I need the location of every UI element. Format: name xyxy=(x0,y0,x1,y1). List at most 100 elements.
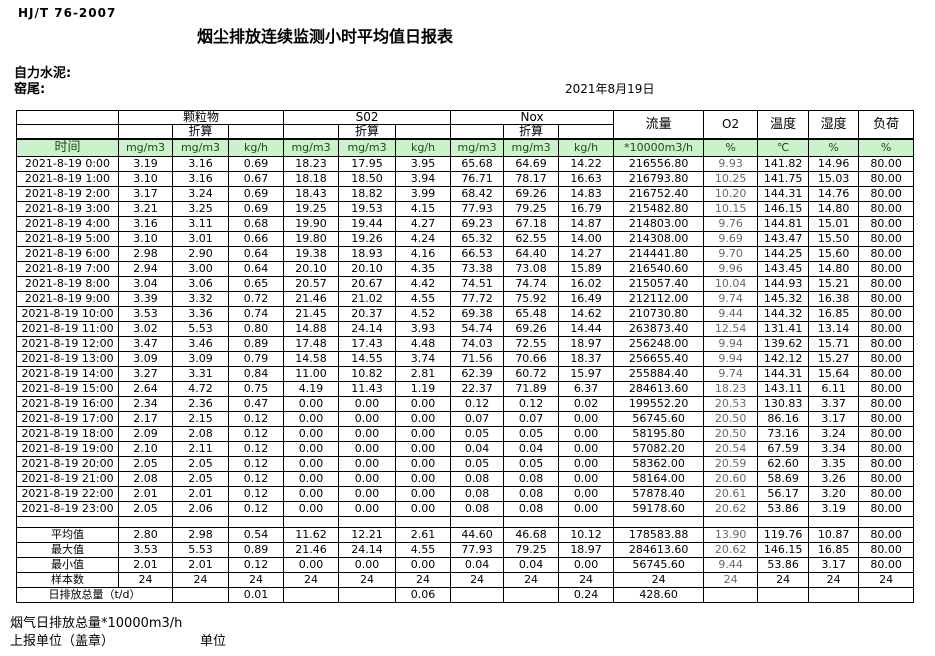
value-cell: 9.96 xyxy=(703,261,759,277)
value-cell: 0.12 xyxy=(227,501,285,517)
value-cell: 4.35 xyxy=(395,261,452,277)
header-flow: 流量 xyxy=(613,110,705,140)
empty-cell xyxy=(118,124,173,140)
time-cell: 2021-8-19 22:00 xyxy=(16,486,119,502)
empty-cell xyxy=(395,124,452,140)
value-cell: 14.27 xyxy=(558,246,615,262)
value-cell: 212112.00 xyxy=(613,291,705,307)
value-cell: 69.38 xyxy=(450,306,505,322)
value-cell: 215057.40 xyxy=(613,276,705,292)
value-cell: 0.65 xyxy=(227,276,285,292)
value-cell: 3.01 xyxy=(172,231,229,247)
value-cell: 2.15 xyxy=(172,411,229,427)
value-cell: 216793.80 xyxy=(613,171,705,187)
value-cell: 3.10 xyxy=(118,171,173,187)
table-row: 2021-8-19 5:00 3.10 3.01 0.66 19.80 19.26 4.24… xyxy=(16,231,915,247)
value-cell: 0.47 xyxy=(227,396,285,412)
value-cell: 15.64 xyxy=(808,366,860,382)
summary-value-cell: 24.14 xyxy=(338,542,397,558)
summary-value-cell: 24 xyxy=(703,572,759,588)
value-cell: 56745.60 xyxy=(613,411,705,427)
daily-total-value-cell xyxy=(283,587,340,603)
summary-value-cell: 24 xyxy=(395,572,452,588)
summary-value-cell: 119.76 xyxy=(757,527,810,543)
value-cell: 20.10 xyxy=(338,261,397,277)
value-cell: 15.71 xyxy=(808,336,860,352)
value-cell: 3.47 xyxy=(118,336,173,352)
unit-cell: % xyxy=(858,138,915,157)
empty-cell xyxy=(558,516,615,528)
summary-value-cell: 146.15 xyxy=(757,542,810,558)
value-cell: 0.08 xyxy=(450,486,505,502)
value-cell: 80.00 xyxy=(858,471,915,487)
summary-value-cell: 79.25 xyxy=(503,542,560,558)
value-cell: 4.55 xyxy=(395,291,452,307)
daily-total-value-cell: 428.60 xyxy=(613,587,705,603)
value-cell: 0.69 xyxy=(227,186,285,202)
table-row: 2021-8-19 3:00 3.21 3.25 0.69 19.25 19.53 4.15… xyxy=(16,201,915,217)
value-cell: 0.00 xyxy=(395,411,452,427)
value-cell: 57878.40 xyxy=(613,486,705,502)
value-cell: 0.12 xyxy=(227,486,285,502)
time-cell: 2021-8-19 23:00 xyxy=(16,501,119,517)
standard-code: HJ/T 76-2007 xyxy=(18,6,117,20)
table-row: 2021-8-19 8:00 3.04 3.06 0.65 20.57 20.67 4.42… xyxy=(16,276,915,292)
value-cell: 0.05 xyxy=(503,426,560,442)
value-cell: 9.44 xyxy=(703,306,759,322)
value-cell: 10.25 xyxy=(703,171,759,187)
table-row: 2021-8-19 6:00 2.98 2.90 0.64 19.38 18.93 4.16… xyxy=(16,246,915,262)
empty-cell xyxy=(172,516,229,528)
value-cell: 14.22 xyxy=(558,156,615,172)
value-cell: 3.26 xyxy=(808,471,860,487)
value-cell: 14.76 xyxy=(808,186,860,202)
value-cell: 80.00 xyxy=(858,306,915,322)
value-cell: 15.89 xyxy=(558,261,615,277)
value-cell: 2.90 xyxy=(172,246,229,262)
value-cell: 19.90 xyxy=(283,216,340,232)
value-cell: 0.00 xyxy=(395,486,452,502)
value-cell: 144.93 xyxy=(757,276,810,292)
value-cell: 0.08 xyxy=(503,501,560,517)
table-row: 2021-8-19 20:00 2.05 2.05 0.12 0.00 0.00 0.00 0… xyxy=(16,456,915,472)
report-date: 2021年8月19日 xyxy=(565,82,655,96)
value-cell: 3.11 xyxy=(172,216,229,232)
value-cell: 74.51 xyxy=(450,276,505,292)
empty-cell xyxy=(16,516,119,528)
unit-cell: ℃ xyxy=(757,138,810,157)
value-cell: 144.31 xyxy=(757,186,810,202)
value-cell: 14.44 xyxy=(558,321,615,337)
value-cell: 0.74 xyxy=(227,306,285,322)
summary-value-cell: 24 xyxy=(503,572,560,588)
value-cell: 256655.40 xyxy=(613,351,705,367)
value-cell: 143.11 xyxy=(757,381,810,397)
value-cell: 143.45 xyxy=(757,261,810,277)
summary-value-cell: 0.00 xyxy=(283,557,340,573)
summary-value-cell: 2.98 xyxy=(172,527,229,543)
value-cell: 0.00 xyxy=(338,501,397,517)
value-cell: 16.85 xyxy=(808,306,860,322)
value-cell: 16.79 xyxy=(558,201,615,217)
value-cell: 80.00 xyxy=(858,426,915,442)
empty-cell xyxy=(808,516,860,528)
value-cell: 14.96 xyxy=(808,156,860,172)
value-cell: 284613.60 xyxy=(613,381,705,397)
time-cell: 2021-8-19 12:00 xyxy=(16,336,119,352)
daily-total-value-cell: 0.01 xyxy=(227,587,285,603)
time-cell: 2021-8-19 1:00 xyxy=(16,171,119,187)
value-cell: 14.83 xyxy=(558,186,615,202)
table-row: 2021-8-19 9:00 3.39 3.32 0.72 21.46 21.02 4.55… xyxy=(16,291,915,307)
value-cell: 2.09 xyxy=(118,426,173,442)
summary-row: 最小值 2.01 2.01 0.12 0.00 0.00 0.00 0.04 0.04 0.00 5… xyxy=(16,557,915,573)
empty-cell xyxy=(558,124,615,140)
header-row-units: 时间 mg/m3 mg/m3 kg/h mg/m3 mg/m3 kg/h mg/… xyxy=(16,138,915,157)
value-cell: 20.37 xyxy=(338,306,397,322)
value-cell: 0.12 xyxy=(227,441,285,457)
empty-cell xyxy=(757,516,810,528)
value-cell: 86.16 xyxy=(757,411,810,427)
header-row-groups: 颗粒物 S02 Nox 流量 O2 温度 湿度 负荷 xyxy=(16,110,915,140)
value-cell: 3.34 xyxy=(808,441,860,457)
value-cell: 73.38 xyxy=(450,261,505,277)
value-cell: 74.03 xyxy=(450,336,505,352)
unit-cell: mg/m3 xyxy=(172,138,229,157)
summary-value-cell: 12.21 xyxy=(338,527,397,543)
